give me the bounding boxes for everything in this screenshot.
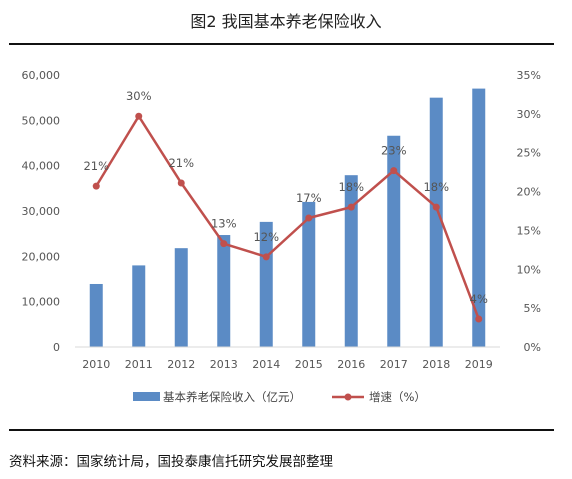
x-tick-label-2015: 2015: [295, 358, 323, 371]
bar-2018: [429, 97, 443, 348]
growth-point-2018: [432, 203, 440, 211]
growth-point-2011: [135, 112, 143, 120]
y-left-tick-label: 40,000: [22, 160, 61, 173]
y-left-tick-label: 0: [53, 341, 60, 354]
data-label-2013: 13%: [211, 217, 237, 231]
growth-point-2014: [262, 253, 270, 261]
x-tick-label-2011: 2011: [125, 358, 153, 371]
growth-point-2013: [220, 240, 228, 248]
growth-point-2019: [475, 315, 483, 323]
y-left-tick-label: 50,000: [22, 114, 61, 127]
data-label-2011: 30%: [126, 89, 152, 103]
bar-2015: [302, 201, 316, 347]
growth-point-2012: [177, 179, 185, 187]
growth-point-2010: [92, 182, 100, 190]
legend-bar-swatch: [133, 392, 160, 401]
growth-point-2017: [390, 167, 398, 175]
growth-point-2015: [305, 214, 313, 222]
legend-line-marker: [344, 393, 352, 401]
x-tick-label-2014: 2014: [252, 358, 280, 371]
x-tick-label-2013: 2013: [210, 358, 238, 371]
bar-2013: [217, 235, 231, 347]
growth-rate-line: [95, 114, 480, 320]
y-right-tick-label: 35%: [517, 69, 541, 82]
bar-2017: [387, 135, 401, 347]
legend-bar-label: 基本养老保险收入（亿元）: [163, 390, 301, 404]
data-label-2010: 21%: [83, 159, 109, 173]
source-note: 资料来源：国家统计局，国投泰康信托研究发展部整理: [9, 454, 333, 470]
bar-2012: [174, 248, 188, 347]
y-left-tick-label: 20,000: [22, 250, 61, 263]
data-label-2017: 23%: [381, 144, 407, 158]
data-label-2016: 18%: [338, 180, 364, 194]
data-label-2019: 4%: [470, 292, 488, 306]
bar-2010: [89, 283, 103, 347]
y-right-tick-label: 20%: [517, 186, 541, 199]
y-right-tick-label: 5%: [524, 302, 541, 315]
x-tick-label-2016: 2016: [337, 358, 365, 371]
bar-2011: [132, 265, 146, 347]
y-right-tick-label: 10%: [517, 263, 541, 276]
y-left-tick-label: 60,000: [22, 69, 61, 82]
x-tick-label-2010: 2010: [82, 358, 110, 371]
x-tick-label-2019: 2019: [465, 358, 493, 371]
data-label-2014: 12%: [253, 230, 279, 244]
y-right-tick-label: 0%: [524, 341, 541, 354]
y-left-tick-label: 10,000: [22, 296, 61, 309]
bar-2019: [472, 88, 486, 347]
data-label-2015: 17%: [296, 191, 322, 205]
x-tick-label-2012: 2012: [167, 358, 195, 371]
bar-2016: [344, 175, 358, 347]
x-tick-label-2017: 2017: [380, 358, 408, 371]
data-label-2012: 21%: [168, 156, 194, 170]
y-right-tick-label: 25%: [517, 147, 541, 160]
growth-point-2016: [347, 203, 355, 211]
legend-line-label: 增速（%）: [369, 390, 426, 404]
chart-title: 图2 我国基本养老保险收入: [190, 12, 382, 31]
bottom-rule: [9, 429, 554, 431]
y-right-tick-label: 15%: [517, 224, 541, 237]
data-label-2018: 18%: [423, 180, 449, 194]
top-rule: [9, 43, 554, 45]
y-left-tick-label: 30,000: [22, 205, 61, 218]
x-tick-label-2018: 2018: [422, 358, 450, 371]
y-right-tick-label: 30%: [517, 108, 541, 121]
